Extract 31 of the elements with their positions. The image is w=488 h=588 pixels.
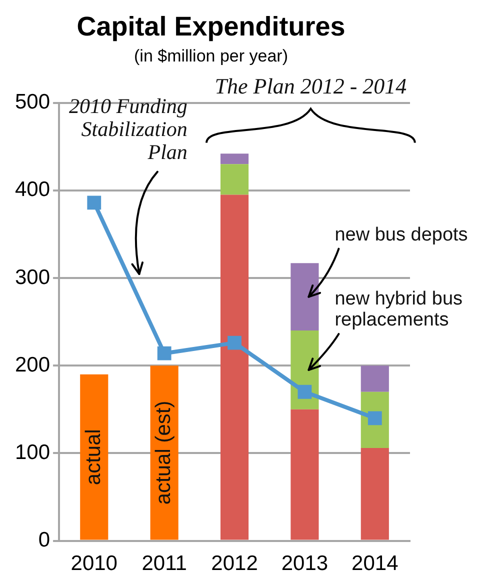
bar: [360, 366, 389, 392]
y-tick-label: 200: [14, 353, 50, 376]
bar: [360, 448, 389, 540]
annotation: actual (est): [152, 400, 176, 505]
bar: [220, 194, 249, 540]
y-tick-label: 0: [38, 528, 50, 552]
bar: [220, 164, 249, 195]
point: [157, 346, 172, 360]
chart-title: Capital Expenditures: [76, 12, 346, 42]
text: The Plan 2012 - 2014: [214, 74, 407, 99]
point: [87, 196, 102, 210]
y-tick-label: 500: [14, 90, 50, 114]
y-tick-label: 100: [14, 440, 50, 464]
bar: [290, 263, 319, 331]
x-tick-label: 2013: [281, 552, 328, 576]
point: [298, 384, 312, 399]
chart-subtitle: (in $million per year): [134, 46, 288, 66]
bar: [80, 374, 108, 540]
x-tick-label: 2012: [211, 552, 258, 576]
annotation: new bus depots: [334, 224, 468, 246]
bar: [220, 154, 249, 164]
annotation: actual: [82, 429, 105, 486]
x-tick-label: 2010: [70, 552, 118, 576]
y-tick-label: 400: [14, 178, 50, 202]
annotation: 2010 Funding Stabilization Plan: [69, 94, 188, 164]
x-tick-label: 2014: [352, 552, 399, 576]
y-tick-label: 300: [14, 266, 50, 289]
annotation: new hybrid bus replacements: [334, 288, 463, 331]
point: [228, 336, 242, 350]
bar: [290, 409, 319, 540]
x-tick-label: 2011: [142, 552, 187, 576]
